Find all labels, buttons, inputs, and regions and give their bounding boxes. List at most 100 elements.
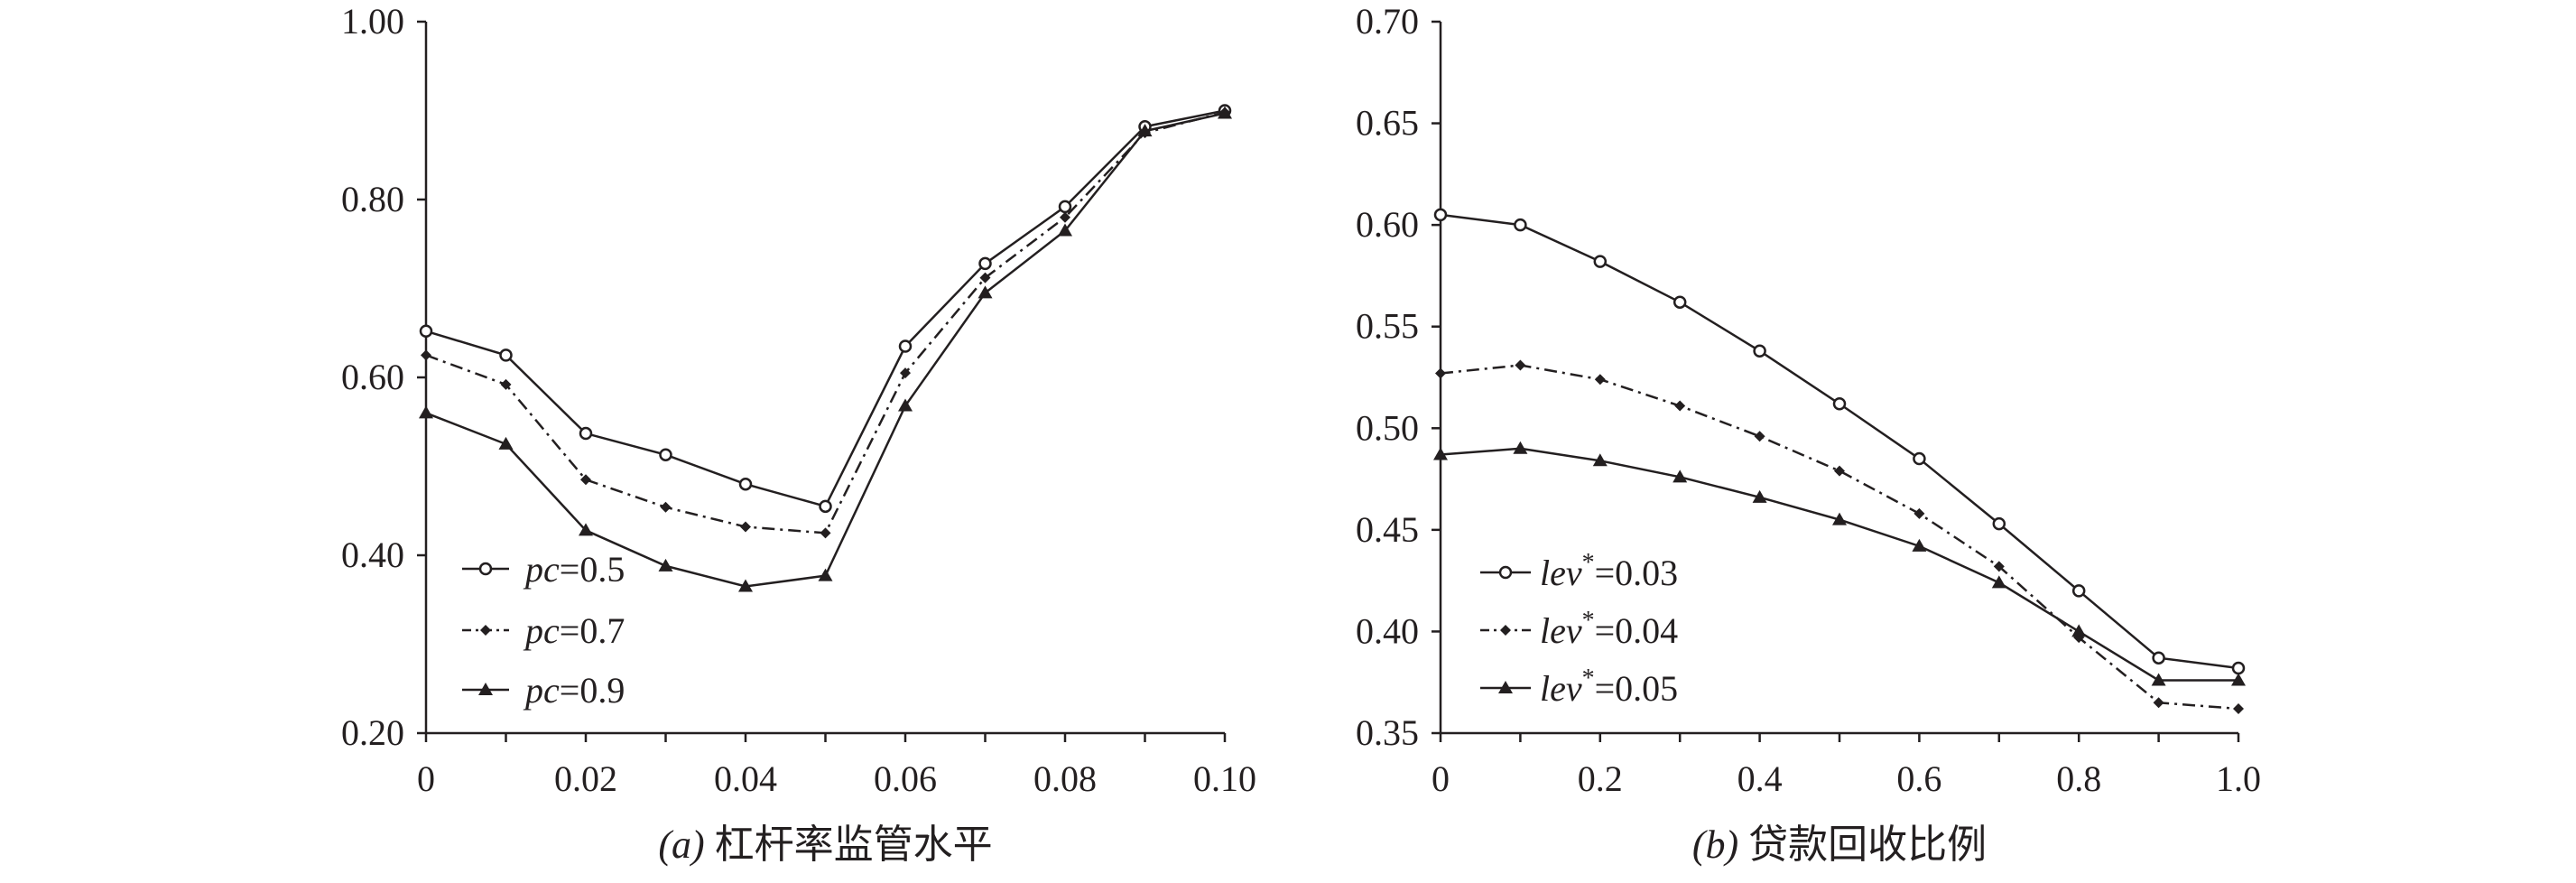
legend-entry: pc=0.9 — [462, 670, 625, 711]
data-point — [1912, 538, 1927, 552]
y-tick-label: 0.60 — [1356, 204, 1419, 245]
data-point — [421, 349, 431, 361]
data-point — [2231, 661, 2246, 675]
legend-marker — [480, 625, 491, 636]
x-tick-label: 0.6 — [1896, 758, 1941, 799]
data-point — [498, 436, 514, 450]
legend-value: =0.9 — [560, 670, 625, 711]
legend-marker — [1498, 681, 1513, 693]
caption-text: 贷款回收比例 — [1748, 823, 1987, 867]
data-point — [2231, 673, 2246, 686]
data-point — [2153, 697, 2164, 709]
chart-b: 0.35 0.40 0.45 0.50 0.55 0.60 0.65 0.70 0 0.2 0.4 0… — [1356, 1, 2261, 867]
series-0.9 — [419, 106, 1232, 592]
data-point — [819, 499, 832, 514]
y-tick-label: 1.00 — [341, 1, 404, 42]
data-point — [660, 501, 672, 513]
legend-label: pc=0.7 — [523, 610, 625, 651]
data-point — [740, 521, 751, 533]
data-point — [898, 398, 913, 412]
data-point — [900, 367, 911, 379]
data-point — [500, 378, 512, 390]
legend-marker — [478, 562, 493, 576]
data-point — [1913, 451, 1926, 466]
data-point — [1435, 367, 1446, 379]
data-point — [1594, 374, 1606, 386]
caption-text: 杠杆率监管水平 — [715, 823, 993, 867]
data-point — [1433, 447, 1448, 460]
data-point — [1993, 561, 2005, 572]
series-0.5 — [419, 104, 1232, 514]
data-point — [1433, 208, 1448, 222]
data-point — [1832, 512, 1847, 525]
legend-entry: pc=0.5 — [462, 549, 625, 590]
y-tick-label: 0.20 — [341, 712, 404, 753]
legend-series-name: lev — [1540, 553, 1582, 593]
data-point — [419, 405, 433, 419]
data-point — [2233, 702, 2244, 714]
data-point — [580, 474, 591, 486]
x-tick-label: 0.06 — [874, 758, 937, 799]
legend-value: =0.05 — [1595, 668, 1679, 709]
caption-prefix: (a) — [658, 823, 714, 867]
legend-superscript: * — [1582, 665, 1595, 692]
y-tick-label: 0.45 — [1356, 509, 1419, 550]
legend-entry: lev*=0.05 — [1480, 665, 1678, 709]
data-point — [898, 339, 913, 353]
legend-marker — [1500, 625, 1511, 636]
legend-value: =0.04 — [1595, 610, 1679, 651]
legend-marker — [1498, 565, 1513, 580]
data-point — [1673, 469, 1688, 483]
y-tick-label: 0.65 — [1356, 103, 1419, 144]
data-point — [738, 477, 753, 491]
legend-value: =0.5 — [560, 549, 625, 590]
legend-series-name: pc — [523, 610, 560, 651]
legend-series-name: lev — [1540, 668, 1582, 709]
legend-label: lev*=0.05 — [1540, 665, 1678, 709]
series-0.05 — [1433, 441, 2246, 686]
data-point — [1753, 344, 1766, 358]
data-point — [1754, 431, 1765, 442]
data-point — [419, 324, 433, 339]
data-point — [2071, 624, 2087, 637]
data-point — [1992, 516, 2006, 531]
data-point — [1673, 295, 1687, 309]
x-tick-label: 0.2 — [1578, 758, 1623, 799]
caption-prefix: (b) — [1692, 823, 1748, 867]
x-tick-label: 0.02 — [554, 758, 617, 799]
legend-label: lev*=0.03 — [1540, 549, 1678, 593]
y-tick-label: 0.40 — [1356, 610, 1419, 651]
data-point — [499, 349, 513, 362]
series-line — [425, 109, 1226, 508]
legend-marker — [478, 683, 493, 695]
data-point — [1674, 400, 1686, 412]
y-tick-label: 0.40 — [341, 534, 404, 575]
data-point — [658, 558, 673, 572]
data-point — [579, 523, 593, 536]
legend-label: pc=0.5 — [523, 549, 625, 590]
panel-caption: (a) 杠杆率监管水平 — [658, 823, 992, 867]
data-point — [659, 448, 672, 461]
data-point — [1592, 453, 1608, 467]
panel-caption: (b) 贷款回收比例 — [1692, 823, 1987, 867]
series-line — [1440, 364, 2239, 711]
series-0.7 — [421, 107, 1230, 539]
data-point — [2071, 584, 2086, 598]
legend-series-name: pc — [523, 670, 560, 711]
data-point — [1218, 106, 1232, 119]
legend-entry: lev*=0.03 — [1480, 549, 1678, 593]
y-tick-label: 0.55 — [1356, 306, 1419, 347]
data-point — [978, 285, 993, 299]
y-tick-label: 0.50 — [1356, 407, 1419, 448]
data-point — [2151, 673, 2166, 686]
data-point — [979, 272, 991, 283]
legend-label: lev*=0.04 — [1540, 607, 1678, 651]
x-tick-label: 0.10 — [1193, 758, 1256, 799]
legend-entry: lev*=0.04 — [1480, 607, 1678, 651]
series-line — [1440, 213, 2239, 670]
legend-entry: pc=0.7 — [462, 610, 625, 651]
data-point — [1832, 397, 1847, 411]
x-tick-label: 0.08 — [1033, 758, 1097, 799]
legend-superscript: * — [1582, 607, 1595, 635]
